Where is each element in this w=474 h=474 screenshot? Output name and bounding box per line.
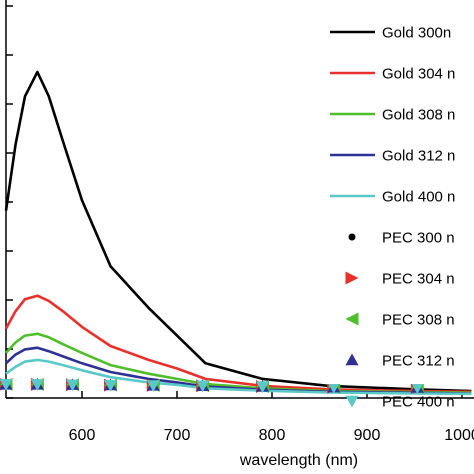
data-point-pec-400-n-5 [196, 380, 210, 393]
data-point-pec-400-n-2 [66, 379, 79, 392]
x-tick-label-900: 900 [354, 427, 381, 444]
legend-label-pec-312-n: PEC 312 n [382, 353, 455, 370]
data-point-pec-400-n-3 [104, 379, 117, 392]
legend-background [325, 14, 474, 384]
legend-label-gold-400-n: Gold 400 n [382, 189, 455, 206]
x-axis-ticks: 600 700 800 900 1000 [69, 391, 474, 444]
legend-label-pec-304-n: PEC 304 n [382, 271, 455, 288]
data-point-pec-400-n-4 [146, 380, 160, 392]
data-point-pec-400-n-0 [0, 379, 13, 391]
series-line-gold-400-n [5, 358, 472, 396]
series-markers [0, 377, 424, 394]
x-axis-label: wavelength (nm) [239, 452, 358, 469]
legend-swatch-pec-400-n [345, 395, 359, 408]
legend-label-gold-308-n: Gold 308 n [382, 107, 455, 124]
legend-label-pec-300-n: PEC 300 n [382, 230, 455, 247]
legend-label-gold-304-n: Gold 304 n [382, 66, 455, 83]
data-point-pec-400-n-7 [327, 381, 341, 394]
x-tick-label-700: 700 [164, 427, 191, 444]
data-point-pec-400-n-1 [30, 379, 44, 391]
legend-swatch-pec-300-n [348, 233, 356, 241]
series-lines [4, 70, 472, 396]
data-point-pec-400-n-6 [256, 381, 269, 393]
plot-area: 600 700 800 900 1000 [0, 0, 474, 444]
data-point-pec-400-n-8 [410, 382, 424, 394]
x-tick-label-600: 600 [69, 427, 96, 444]
x-tick-label-1000: 1000 [444, 427, 474, 444]
series-line-gold-300n [4, 70, 472, 393]
legend-swatch-pec-304-n [345, 271, 359, 285]
x-tick-label-800: 800 [259, 427, 286, 444]
legend-label-pec-308-n: PEC 308 n [382, 312, 455, 329]
legend-label-gold-300n: Gold 300n [382, 25, 451, 42]
series-line-gold-304-n [4, 294, 472, 394]
legend-swatch-pec-308-n [345, 312, 359, 326]
legend-label-pec-400-n: PEC 400 n [382, 394, 455, 411]
chart-legend: Gold 300n Gold 304 n Gold 308 n Gold 312 n G… [325, 14, 474, 411]
legend-swatch-pec-312-n [345, 353, 359, 366]
legend-label-gold-312-n: Gold 312 n [382, 148, 455, 165]
